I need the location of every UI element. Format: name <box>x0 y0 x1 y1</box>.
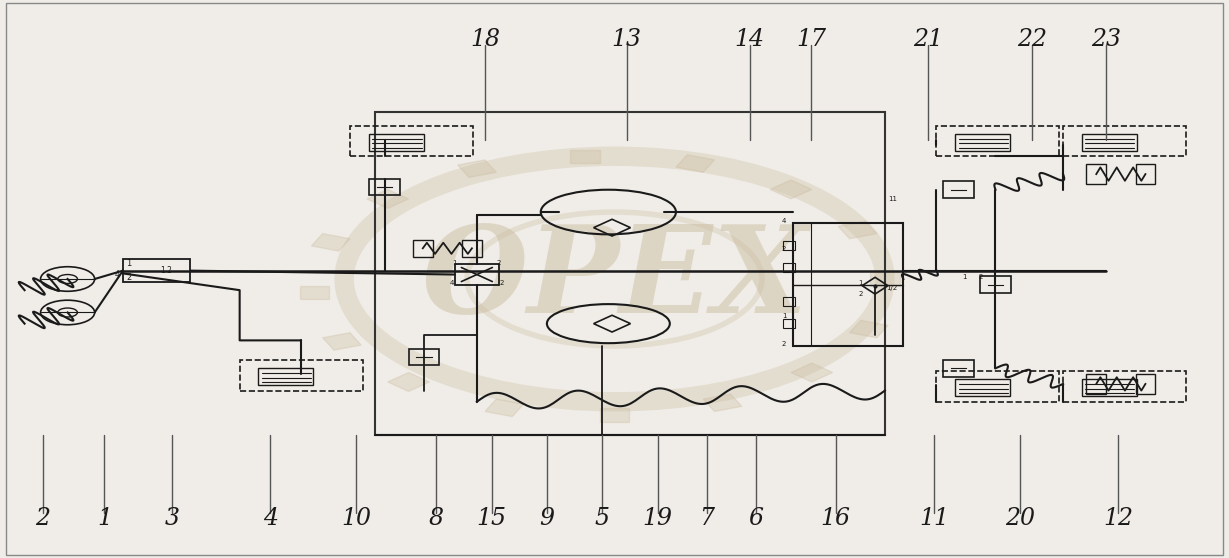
Text: 5: 5 <box>595 507 610 530</box>
Text: 2: 2 <box>36 507 50 530</box>
Text: 4: 4 <box>450 280 455 286</box>
Text: 2: 2 <box>499 280 504 286</box>
Text: 1.2: 1.2 <box>160 266 172 276</box>
Text: 17: 17 <box>796 28 826 51</box>
Text: 2: 2 <box>127 273 132 282</box>
Text: 22: 22 <box>1018 28 1047 51</box>
Text: 4: 4 <box>782 218 787 224</box>
Bar <box>323 333 361 350</box>
Text: 12: 12 <box>1104 507 1133 530</box>
Text: 2: 2 <box>497 260 501 266</box>
Text: 10: 10 <box>342 507 371 530</box>
Text: 23: 23 <box>1091 28 1121 51</box>
Text: 9: 9 <box>540 507 554 530</box>
Bar <box>676 155 714 172</box>
Text: 2: 2 <box>782 341 787 347</box>
Bar <box>838 221 876 239</box>
Text: 18: 18 <box>471 28 500 51</box>
Text: 1: 1 <box>97 507 112 530</box>
Text: 14: 14 <box>735 28 764 51</box>
Text: 21: 21 <box>913 28 943 51</box>
Text: 8: 8 <box>429 507 444 530</box>
Bar <box>485 399 524 417</box>
Text: 2: 2 <box>978 274 983 280</box>
Text: 1/2: 1/2 <box>886 285 898 291</box>
Text: 19: 19 <box>643 507 672 530</box>
Text: 3: 3 <box>165 507 179 530</box>
Bar <box>936 371 1059 402</box>
Bar <box>387 373 429 392</box>
Text: 13: 13 <box>612 28 642 51</box>
Text: 4: 4 <box>114 270 119 279</box>
Text: 11: 11 <box>919 507 949 530</box>
Text: 4: 4 <box>263 507 278 530</box>
Bar <box>1063 371 1186 402</box>
Text: OPEX: OPEX <box>422 220 807 338</box>
Bar <box>366 189 408 208</box>
Text: 6: 6 <box>748 507 763 530</box>
Text: 1: 1 <box>127 258 132 268</box>
Text: 7: 7 <box>699 507 714 530</box>
Text: 15: 15 <box>477 507 506 530</box>
Text: 1: 1 <box>962 274 967 280</box>
Text: 1: 1 <box>452 260 457 266</box>
Text: 1: 1 <box>782 313 787 319</box>
Bar <box>1063 126 1186 156</box>
Bar <box>936 126 1059 156</box>
Text: 2: 2 <box>858 291 863 297</box>
Bar <box>771 180 812 199</box>
Bar <box>870 272 900 286</box>
Text: 20: 20 <box>1005 507 1035 530</box>
Text: 1: 1 <box>858 280 863 286</box>
Bar <box>300 286 329 299</box>
Bar <box>457 160 497 177</box>
Bar <box>311 234 350 251</box>
Text: 2: 2 <box>782 246 787 252</box>
Bar <box>600 408 629 422</box>
Bar <box>849 320 889 338</box>
Bar <box>350 126 473 156</box>
Bar <box>703 394 742 411</box>
Bar <box>791 363 833 382</box>
Bar <box>570 150 600 163</box>
Text: 16: 16 <box>821 507 850 530</box>
Text: 11: 11 <box>887 196 897 202</box>
Bar <box>240 360 363 391</box>
